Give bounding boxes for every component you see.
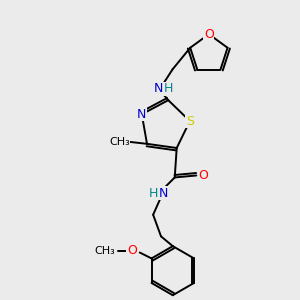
Text: H: H xyxy=(164,82,173,95)
Text: CH₃: CH₃ xyxy=(94,246,115,256)
Text: S: S xyxy=(186,115,194,128)
Text: N: N xyxy=(137,108,146,121)
Text: N: N xyxy=(158,187,168,200)
Text: H: H xyxy=(148,187,158,200)
Text: O: O xyxy=(204,28,214,41)
Text: N: N xyxy=(154,82,164,95)
Text: O: O xyxy=(127,244,137,257)
Text: O: O xyxy=(198,169,208,182)
Text: CH₃: CH₃ xyxy=(109,137,130,147)
